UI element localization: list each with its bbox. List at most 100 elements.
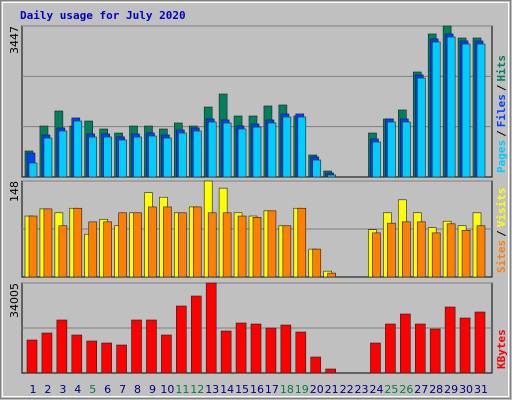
x-tick-label: 28: [429, 383, 443, 396]
bar: [235, 322, 247, 374]
bar: [400, 313, 411, 374]
bar: [43, 208, 53, 278]
legend-separator: /: [495, 130, 508, 137]
bar: [461, 43, 471, 178]
x-tick-label: 21: [325, 383, 339, 396]
x-tick-label: 3: [59, 383, 66, 396]
bar: [163, 137, 172, 178]
bar: [372, 232, 381, 278]
frame-inner: [2, 2, 509, 397]
legend-entry: Pages: [495, 140, 508, 173]
bar: [71, 334, 83, 374]
bar: [148, 206, 157, 278]
bar: [252, 217, 262, 278]
bar: [252, 126, 262, 178]
bar: [267, 210, 277, 278]
x-tick-label: 2: [44, 383, 51, 396]
bar: [88, 221, 98, 278]
bar: [190, 295, 202, 374]
bar: [237, 215, 247, 278]
legend: Sites / Visits: [495, 188, 508, 274]
x-tick-label: 19: [295, 383, 309, 396]
bar: [192, 206, 202, 278]
bar: [26, 339, 38, 374]
x-tick-label: 8: [134, 383, 141, 396]
bar: [387, 121, 396, 178]
bar: [192, 130, 202, 178]
bar: [133, 212, 142, 278]
bar: [431, 41, 441, 178]
bar: [58, 130, 68, 178]
bar: [88, 136, 98, 178]
legend-entry: Visits: [495, 188, 508, 228]
bar: [385, 323, 396, 374]
bar: [28, 162, 38, 178]
bar: [370, 342, 381, 374]
bar: [387, 222, 396, 278]
x-tick-label: 29: [444, 383, 458, 396]
bar: [101, 342, 112, 374]
bar: [476, 225, 486, 278]
bar: [297, 116, 307, 178]
bar: [402, 121, 411, 178]
bar: [220, 330, 232, 374]
x-tick-label: 10: [160, 383, 174, 396]
bar: [133, 136, 142, 178]
x-tick-label: 6: [104, 383, 111, 396]
bar: [163, 206, 172, 278]
legend-entry: Sites: [495, 240, 508, 273]
bar: [28, 215, 38, 278]
x-tick-label: 7: [119, 383, 126, 396]
bar: [312, 159, 322, 178]
x-tick-label: 25: [384, 383, 398, 396]
bar: [207, 212, 217, 278]
bar: [41, 332, 53, 374]
bar: [237, 128, 247, 178]
bar: [265, 327, 277, 374]
bar: [103, 221, 112, 278]
x-tick-label: 1: [30, 383, 37, 396]
bar: [310, 356, 322, 374]
bar: [176, 305, 187, 374]
bar: [178, 212, 187, 278]
x-tick-label: 4: [74, 383, 81, 396]
bar: [267, 122, 277, 178]
x-tick-label: 26: [399, 383, 413, 396]
legend-entry: KBytes: [495, 329, 508, 369]
bar: [327, 174, 336, 178]
bar: [446, 36, 456, 178]
y-tick-label: 34005: [8, 283, 21, 318]
bar: [372, 141, 381, 178]
x-tick-label: 12: [190, 383, 204, 396]
chart-title: Daily usage for July 2020: [20, 9, 186, 22]
bar: [282, 116, 292, 178]
y-tick-label: 148: [8, 181, 21, 202]
bar: [295, 331, 307, 374]
x-tick-label: 24: [369, 383, 383, 396]
bar: [429, 328, 441, 374]
bar: [73, 120, 83, 178]
legend-entry: Hits: [495, 55, 508, 82]
bar: [402, 221, 411, 278]
bar: [297, 207, 307, 278]
x-tick-label: 14: [220, 383, 234, 396]
bar: [116, 344, 127, 374]
bar: [444, 306, 456, 374]
bar: [222, 122, 232, 178]
bar: [461, 229, 471, 278]
legend: KBytes: [495, 329, 508, 369]
x-tick-label: 20: [310, 383, 324, 396]
bar: [431, 232, 441, 278]
bar: [414, 323, 426, 374]
x-tick-label: 15: [235, 383, 249, 396]
x-tick-label: 22: [340, 383, 354, 396]
x-tick-label: 31: [474, 383, 488, 396]
bar: [103, 136, 112, 178]
bar: [207, 121, 217, 178]
x-tick-label: 17: [265, 383, 279, 396]
bar: [280, 324, 292, 374]
legend-separator: /: [495, 230, 508, 237]
x-tick-label: 30: [459, 383, 473, 396]
